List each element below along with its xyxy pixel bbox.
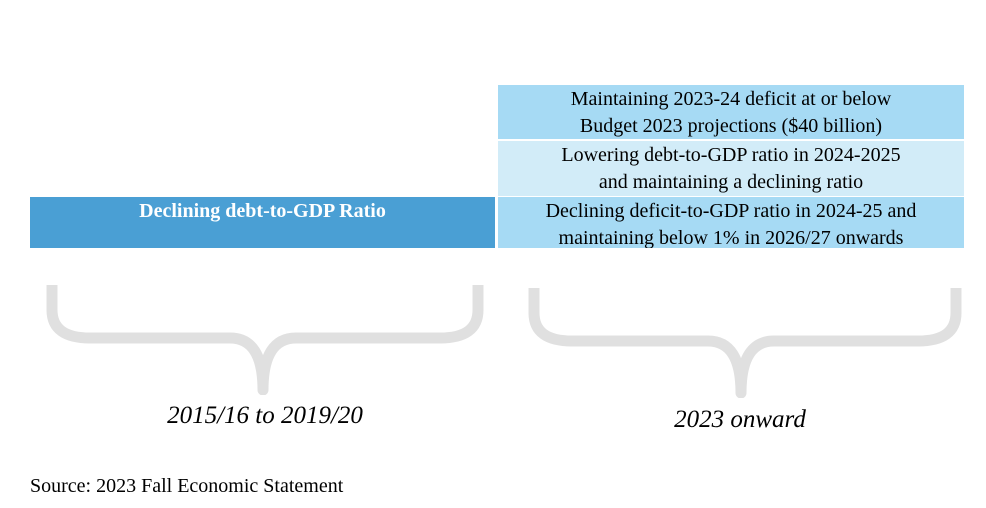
left-brace-path [46, 285, 484, 395]
left-goal-box: Declining debt-to-GDP Ratio [30, 197, 495, 248]
right-goal-1-line-1: Maintaining 2023-24 deficit at or below [570, 88, 892, 110]
left-brace [46, 285, 484, 395]
source-note: Source: 2023 Fall Economic Statement [30, 475, 344, 497]
left-period-label: 2015/16 to 2019/20 [167, 402, 363, 429]
left-goal-label: Declining debt-to-GDP Ratio [139, 200, 386, 222]
right-brace [528, 288, 962, 398]
right-goal-3-line-2: maintaining below 1% in 2026/27 onwards [558, 227, 904, 248]
right-goal-1-line-2: Budget 2023 projections ($40 billion) [579, 115, 883, 137]
right-goal-box-3: Declining deficit-to-GDP ratio in 2024-2… [498, 197, 964, 248]
right-goal-2-line-1: Lowering debt-to-GDP ratio in 2024-2025 [561, 144, 901, 166]
right-brace-path [528, 288, 962, 398]
right-goal-box-1: Maintaining 2023-24 deficit at or below … [498, 85, 964, 139]
right-goal-3-line-1: Declining deficit-to-GDP ratio in 2024-2… [545, 200, 917, 222]
right-period-label: 2023 onward [674, 406, 806, 433]
right-goal-box-2: Lowering debt-to-GDP ratio in 2024-2025 … [498, 141, 964, 196]
right-goal-2-line-2: and maintaining a declining ratio [598, 171, 864, 193]
